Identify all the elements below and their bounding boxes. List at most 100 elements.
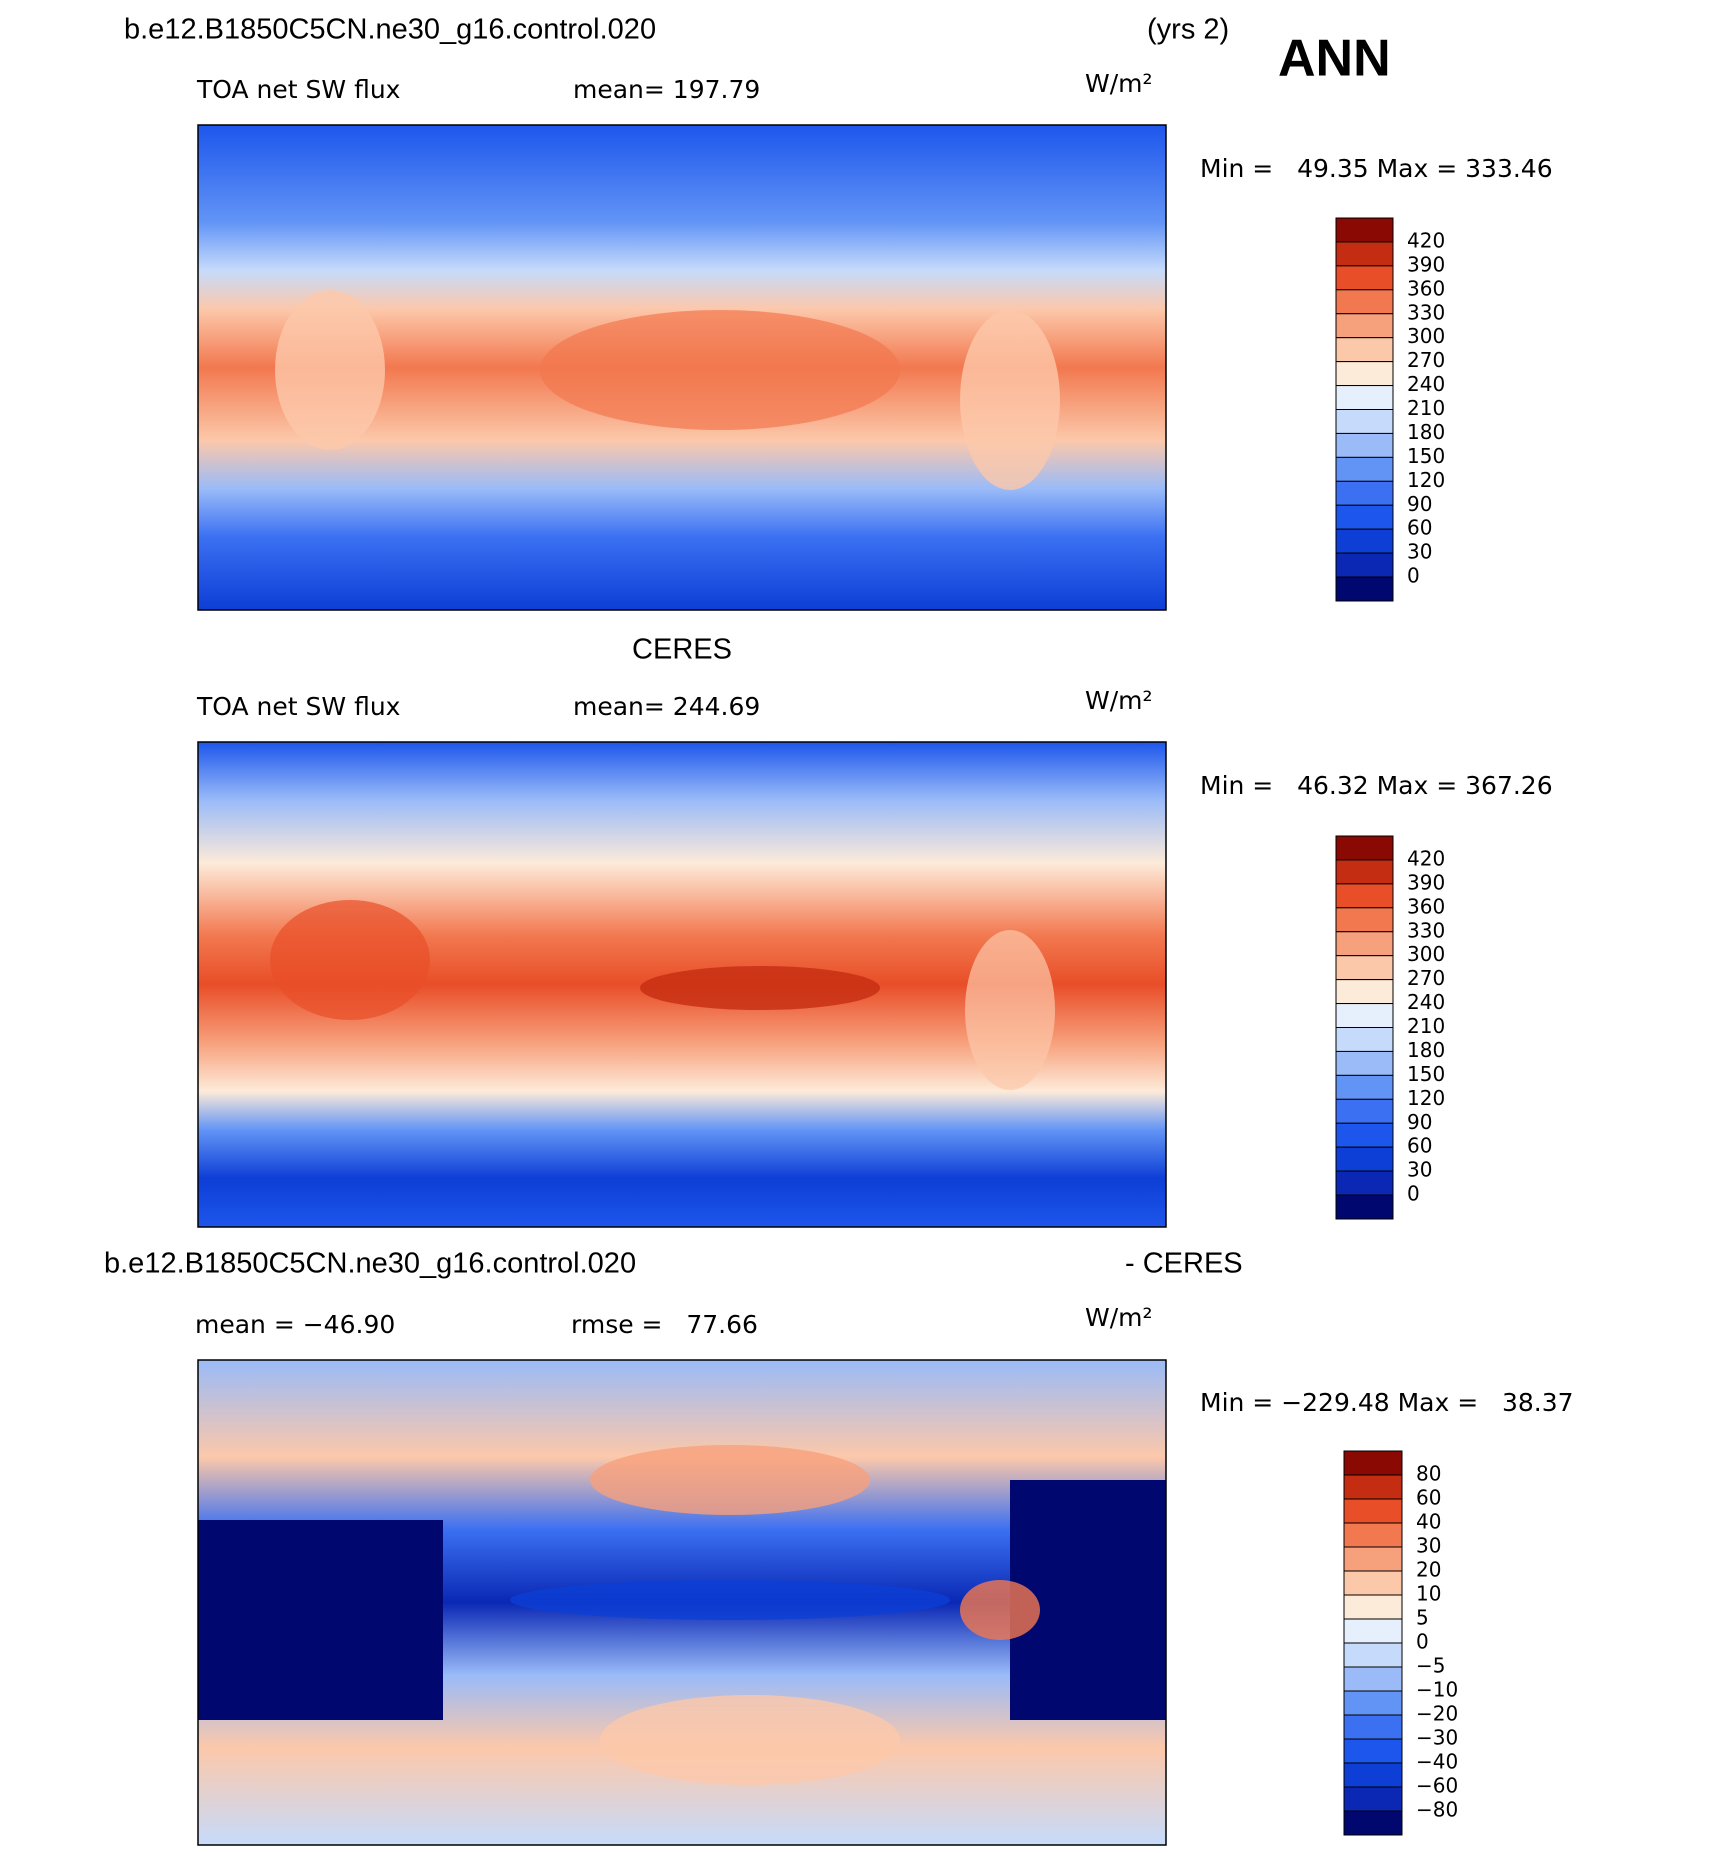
colorbar-box [1335,931,1394,957]
units: W/m² [1085,69,1153,98]
colorbar-label: 390 [1407,870,1445,894]
colorbar-box [1335,385,1394,410]
colorbar-label: 30 [1407,1158,1432,1182]
colorbar-box [1343,1642,1403,1668]
colorbar-label: 270 [1407,966,1445,990]
colorbar-label: 210 [1407,396,1445,420]
colorbar-label: 270 [1407,348,1445,372]
colorbar-label: 120 [1407,468,1445,492]
colorbar-label: −5 [1416,1654,1445,1678]
years: (yrs 2) [1147,14,1229,46]
colorbar-box [1343,1762,1403,1788]
colorbar-box [1335,1146,1394,1172]
mean: mean= 244.69 [573,692,760,721]
range: Min = −229.48 Max = 38.37 [1200,1388,1574,1417]
colorbar-box [1343,1594,1403,1620]
colorbar-box [1335,480,1394,506]
colorbar-label: 300 [1407,942,1445,966]
colorbar-label: 360 [1407,894,1445,918]
colorbar-box [1335,1074,1394,1100]
panel-title-left: b.e12.B1850C5CN.ne30_g16.control.020 [104,1248,636,1280]
colorbar-box [1335,265,1394,291]
colorbar-label: 0 [1416,1630,1429,1654]
colorbar-box [1335,552,1394,578]
colorbar-box [1343,1498,1403,1524]
map [197,1359,1167,1846]
colorbar-box [1343,1618,1403,1644]
colorbar-box [1335,361,1394,387]
colorbar-box [1343,1738,1403,1764]
colorbar-label: 240 [1407,372,1445,396]
variable: TOA net SW flux [196,692,400,721]
colorbar-box [1335,955,1394,981]
colorbar-label: 180 [1407,420,1445,444]
colorbar-box [1343,1474,1403,1500]
colorbar-box [1335,1194,1394,1220]
colorbar-label: 30 [1416,1534,1441,1558]
colorbar-box [1335,337,1394,363]
colorbar-label: −80 [1416,1798,1458,1822]
colorbar-box [1335,859,1394,885]
colorbar-label: 210 [1407,1014,1445,1038]
colorbar-box [1335,409,1394,434]
colorbar-label: 120 [1407,1086,1445,1110]
colorbar-label: 180 [1407,1038,1445,1062]
colorbar-box [1335,217,1394,243]
mean: mean = −46.90 [195,1310,395,1339]
colorbar-label: 40 [1416,1510,1441,1534]
colorbar-box [1343,1786,1403,1812]
colorbar-label: 60 [1416,1486,1441,1510]
colorbar-label: 240 [1407,990,1445,1014]
colorbar-label: 20 [1416,1558,1441,1582]
mean: mean= 197.79 [573,75,760,104]
colorbar-box [1335,528,1394,554]
colorbar-box [1335,456,1394,482]
colorbar-box [1335,576,1394,602]
colorbar-box [1343,1666,1403,1692]
panel-title-right: - CERES [1125,1248,1243,1280]
colorbar-box [1335,504,1394,530]
colorbar-box [1335,835,1394,861]
colorbar-box [1335,1003,1394,1028]
colorbar-label: 30 [1407,540,1432,564]
colorbar-label: 330 [1407,300,1445,324]
colorbar-box [1335,1098,1394,1124]
colorbar-label: 60 [1407,1134,1432,1158]
case-name: b.e12.B1850C5CN.ne30_g16.control.020 [124,14,656,46]
colorbar-box [1343,1546,1403,1572]
colorbar-label: 0 [1407,1182,1420,1206]
colorbar-box [1335,313,1394,339]
colorbar-label: 330 [1407,918,1445,942]
range: Min = 49.35 Max = 333.46 [1200,154,1553,183]
colorbar-label: −10 [1416,1678,1458,1702]
colorbar-box [1335,432,1394,458]
colorbar-box [1335,1122,1394,1148]
colorbar-box [1343,1570,1403,1596]
colorbar-box [1335,241,1394,267]
rmse: rmse = 77.66 [571,1310,758,1339]
range: Min = 46.32 Max = 367.26 [1200,771,1553,800]
units: W/m² [1085,1303,1153,1332]
colorbar-box [1335,979,1394,1005]
colorbar-box [1335,1050,1394,1076]
panel-title: CERES [632,634,732,666]
colorbar-box [1343,1714,1403,1740]
map [197,124,1167,611]
colorbar-label: 150 [1407,1062,1445,1086]
colorbar-label: 360 [1407,276,1445,300]
units: W/m² [1085,686,1153,715]
colorbar-label: −20 [1416,1702,1458,1726]
colorbar-label: 90 [1407,1110,1432,1134]
colorbar-label: 420 [1407,228,1445,252]
colorbar-label: 60 [1407,516,1432,540]
colorbar-label: −60 [1416,1774,1458,1798]
colorbar-box [1335,907,1394,933]
colorbar-label: 0 [1407,564,1420,588]
variable: TOA net SW flux [196,75,400,104]
colorbar-label: 300 [1407,324,1445,348]
colorbar-label: −40 [1416,1750,1458,1774]
colorbar-label: 10 [1416,1582,1441,1606]
colorbar-label: 90 [1407,492,1432,516]
colorbar-label: 420 [1407,846,1445,870]
